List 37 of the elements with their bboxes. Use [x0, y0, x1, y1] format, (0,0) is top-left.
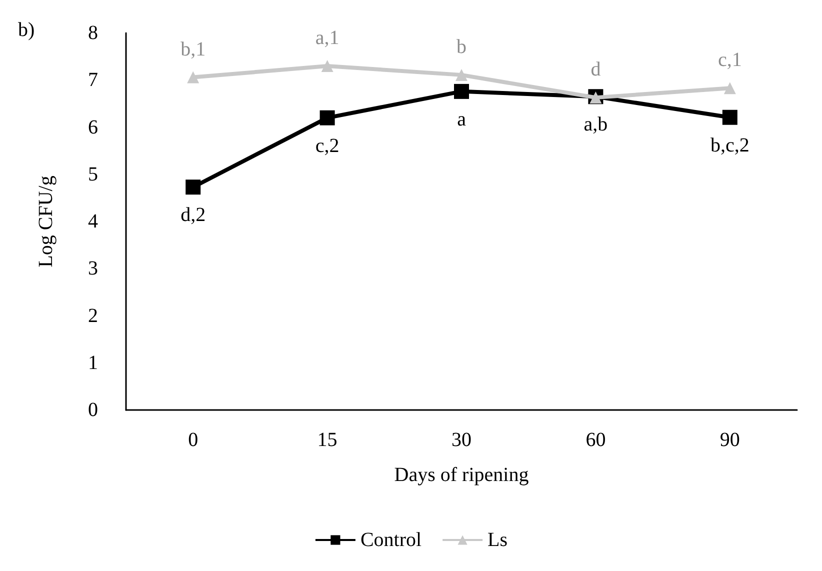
y-tick-label: 7	[88, 69, 98, 92]
point	[320, 110, 335, 126]
y-tick-label: 6	[88, 116, 98, 138]
x-tick-label: 0	[188, 429, 198, 451]
y-tick-label: 1	[88, 352, 98, 374]
point	[722, 110, 738, 125]
annotation: b,c,2	[710, 134, 750, 156]
point	[456, 68, 468, 81]
y-tick-label: 8	[88, 22, 98, 44]
y-tick-label: 5	[88, 163, 98, 186]
annotation: b,1	[180, 38, 206, 60]
annotation: b	[456, 36, 466, 58]
annotation: c,1	[718, 49, 742, 72]
legend-label: Ls	[488, 529, 508, 551]
x-tick-label: 30	[452, 429, 472, 451]
legend-label: Control	[360, 529, 422, 551]
y-tick-label: 0	[88, 399, 98, 421]
annotation: a,b	[584, 114, 608, 136]
annotation: c,2	[315, 134, 340, 157]
x-tick-label: 15	[317, 429, 338, 451]
point	[187, 71, 200, 84]
point	[724, 82, 736, 94]
point	[454, 84, 469, 99]
point	[321, 60, 334, 72]
annotation: a,1	[315, 26, 340, 49]
y-axis-title: Log CFU/g	[35, 176, 57, 268]
x-axis-title: Days of ripening	[394, 464, 529, 486]
annotation: d	[590, 58, 601, 81]
annotation: a	[457, 108, 466, 130]
annotation: d,2	[180, 204, 206, 226]
y-tick-label: 3	[88, 258, 98, 280]
point	[186, 180, 201, 195]
text: b)	[18, 19, 35, 41]
y-tick-label: 4	[88, 210, 98, 232]
y-tick-label: 2	[88, 304, 98, 327]
x-tick-label: 60	[586, 429, 606, 451]
x-tick-label: 90	[720, 429, 740, 451]
